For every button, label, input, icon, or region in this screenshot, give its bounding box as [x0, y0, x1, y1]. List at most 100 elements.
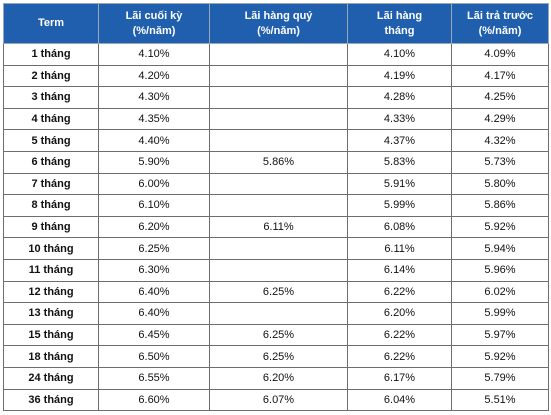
rate-hang-quy-cell	[209, 129, 348, 152]
interest-rate-table: Term Lãi cuối kỳ (%/năm) Lãi hàng quý (%…	[3, 3, 549, 412]
term-cell: 5 tháng	[3, 129, 99, 152]
rate-tra-truoc-cell: 4.17%	[451, 64, 549, 88]
rate-hang-quy-cell	[209, 302, 348, 325]
rate-tra-truoc-cell: 5.99%	[451, 302, 549, 325]
rate-hang-thang-cell: 6.14%	[347, 258, 452, 282]
rate-cuoi-ky-cell: 5.90%	[98, 150, 210, 174]
table-row: 13 tháng 6.40% 6.20% 5.99%	[3, 302, 549, 325]
table-row: 2 tháng 4.20% 4.19% 4.17%	[3, 64, 549, 88]
table-row: 10 tháng 6.25% 6.11% 5.94%	[3, 237, 549, 260]
term-cell: 4 tháng	[3, 107, 99, 131]
table-row: 15 tháng 6.45% 6.25% 6.22% 5.97%	[3, 323, 549, 347]
rate-hang-quy-cell: 6.20%	[209, 366, 348, 390]
rate-cuoi-ky-cell: 4.10%	[98, 43, 210, 66]
rate-cuoi-ky-cell: 4.40%	[98, 129, 210, 152]
rate-hang-thang-cell: 4.10%	[347, 43, 452, 66]
header-term-label: Term	[37, 17, 65, 29]
header-cuoi-ky-line2: (%/năm)	[132, 24, 176, 37]
rate-tra-truoc-cell: 4.32%	[451, 129, 549, 152]
rate-hang-quy-cell	[209, 86, 348, 109]
term-cell: 24 tháng	[3, 366, 99, 390]
rate-tra-truoc-cell: 4.29%	[451, 107, 549, 131]
rate-hang-quy-cell	[209, 43, 348, 66]
rate-cuoi-ky-cell: 6.55%	[98, 366, 210, 390]
table-header: Term Lãi cuối kỳ (%/năm) Lãi hàng quý (%…	[3, 3, 549, 44]
header-hang-quy-line2: (%/năm)	[257, 24, 300, 37]
header-hang-thang-line2: tháng	[384, 24, 415, 37]
rate-hang-thang-cell: 6.20%	[347, 302, 452, 325]
rate-hang-quy-cell: 6.25%	[209, 345, 348, 368]
rate-tra-truoc-cell: 6.02%	[451, 280, 549, 304]
term-cell: 1 tháng	[3, 43, 99, 66]
term-cell: 13 tháng	[3, 302, 99, 325]
rate-hang-thang-cell: 6.11%	[347, 237, 452, 260]
rate-hang-thang-cell: 5.83%	[347, 150, 452, 174]
rate-hang-quy-cell	[209, 172, 348, 196]
table-row: 18 tháng 6.50% 6.25% 6.22% 5.92%	[3, 345, 549, 368]
rate-cuoi-ky-cell: 6.60%	[98, 388, 210, 412]
rate-tra-truoc-cell: 5.86%	[451, 194, 549, 217]
term-cell: 15 tháng	[3, 323, 99, 347]
term-cell: 36 tháng	[3, 388, 99, 412]
rate-hang-quy-cell: 6.25%	[209, 280, 348, 304]
rate-cuoi-ky-cell: 6.40%	[98, 280, 210, 304]
header-row: Term Lãi cuối kỳ (%/năm) Lãi hàng quý (%…	[3, 3, 549, 44]
rate-cuoi-ky-cell: 6.40%	[98, 302, 210, 325]
rate-tra-truoc-cell: 5.92%	[451, 345, 549, 368]
rate-hang-quy-cell: 6.07%	[209, 388, 348, 412]
table-row: 8 tháng 6.10% 5.99% 5.86%	[3, 194, 549, 217]
term-cell: 12 tháng	[3, 280, 99, 304]
rate-hang-quy-cell: 6.25%	[209, 323, 348, 347]
rate-tra-truoc-cell: 5.73%	[451, 150, 549, 174]
rate-hang-thang-cell: 6.22%	[347, 280, 452, 304]
rate-hang-thang-cell: 6.17%	[347, 366, 452, 390]
header-hang-quy-line1: Lãi hàng quý	[244, 9, 313, 22]
rate-hang-quy-cell	[209, 237, 348, 260]
table-row: 11 tháng 6.30% 6.14% 5.96%	[3, 258, 549, 282]
table-row: 9 tháng 6.20% 6.11% 6.08% 5.92%	[3, 215, 549, 239]
header-tra-truoc: Lãi trả trước (%/năm)	[451, 3, 549, 44]
rate-cuoi-ky-cell: 6.00%	[98, 172, 210, 196]
rate-tra-truoc-cell: 5.94%	[451, 237, 549, 260]
rate-hang-thang-cell: 6.22%	[347, 345, 452, 368]
term-cell: 6 tháng	[3, 150, 99, 174]
rate-hang-thang-cell: 4.33%	[347, 107, 452, 131]
term-cell: 9 tháng	[3, 215, 99, 239]
header-term: Term	[3, 3, 99, 44]
rate-tra-truoc-cell: 4.25%	[451, 86, 549, 109]
table-row: 24 tháng 6.55% 6.20% 6.17% 5.79%	[3, 366, 549, 390]
rate-tra-truoc-cell: 5.51%	[451, 388, 549, 412]
rate-hang-thang-cell: 4.37%	[347, 129, 452, 152]
header-hang-thang: Lãi hàng tháng	[347, 3, 452, 44]
rate-tra-truoc-cell: 5.97%	[451, 323, 549, 347]
rate-cuoi-ky-cell: 4.20%	[98, 64, 210, 88]
header-hang-quy: Lãi hàng quý (%/năm)	[209, 3, 348, 44]
header-tra-truoc-line2: (%/năm)	[478, 24, 522, 37]
rate-hang-thang-cell: 6.08%	[347, 215, 452, 239]
table-row: 5 tháng 4.40% 4.37% 4.32%	[3, 129, 549, 152]
rate-hang-quy-cell	[209, 107, 348, 131]
table-row: 12 tháng 6.40% 6.25% 6.22% 6.02%	[3, 280, 549, 304]
rate-hang-thang-cell: 6.04%	[347, 388, 452, 412]
header-hang-thang-line1: Lãi hàng	[376, 9, 423, 22]
rate-hang-thang-cell: 6.22%	[347, 323, 452, 347]
table-row: 3 tháng 4.30% 4.28% 4.25%	[3, 86, 549, 109]
term-cell: 11 tháng	[3, 258, 99, 282]
rate-tra-truoc-cell: 5.79%	[451, 366, 549, 390]
rate-cuoi-ky-cell: 6.50%	[98, 345, 210, 368]
rate-hang-thang-cell: 4.28%	[347, 86, 452, 109]
table-body: 1 tháng 4.10% 4.10% 4.09% 2 tháng 4.20% 4.19% 4…	[3, 43, 549, 412]
table-row: 6 tháng 5.90% 5.86% 5.83% 5.73%	[3, 150, 549, 174]
term-cell: 18 tháng	[3, 345, 99, 368]
term-cell: 2 tháng	[3, 64, 99, 88]
header-cuoi-ky-line1: Lãi cuối kỳ	[125, 9, 183, 22]
rate-cuoi-ky-cell: 6.25%	[98, 237, 210, 260]
rate-cuoi-ky-cell: 6.30%	[98, 258, 210, 282]
rate-tra-truoc-cell: 5.96%	[451, 258, 549, 282]
rate-cuoi-ky-cell: 6.45%	[98, 323, 210, 347]
header-cuoi-ky: Lãi cuối kỳ (%/năm)	[98, 3, 210, 44]
rate-hang-quy-cell	[209, 258, 348, 282]
rate-cuoi-ky-cell: 4.30%	[98, 86, 210, 109]
rate-hang-quy-cell	[209, 194, 348, 217]
rate-cuoi-ky-cell: 6.20%	[98, 215, 210, 239]
